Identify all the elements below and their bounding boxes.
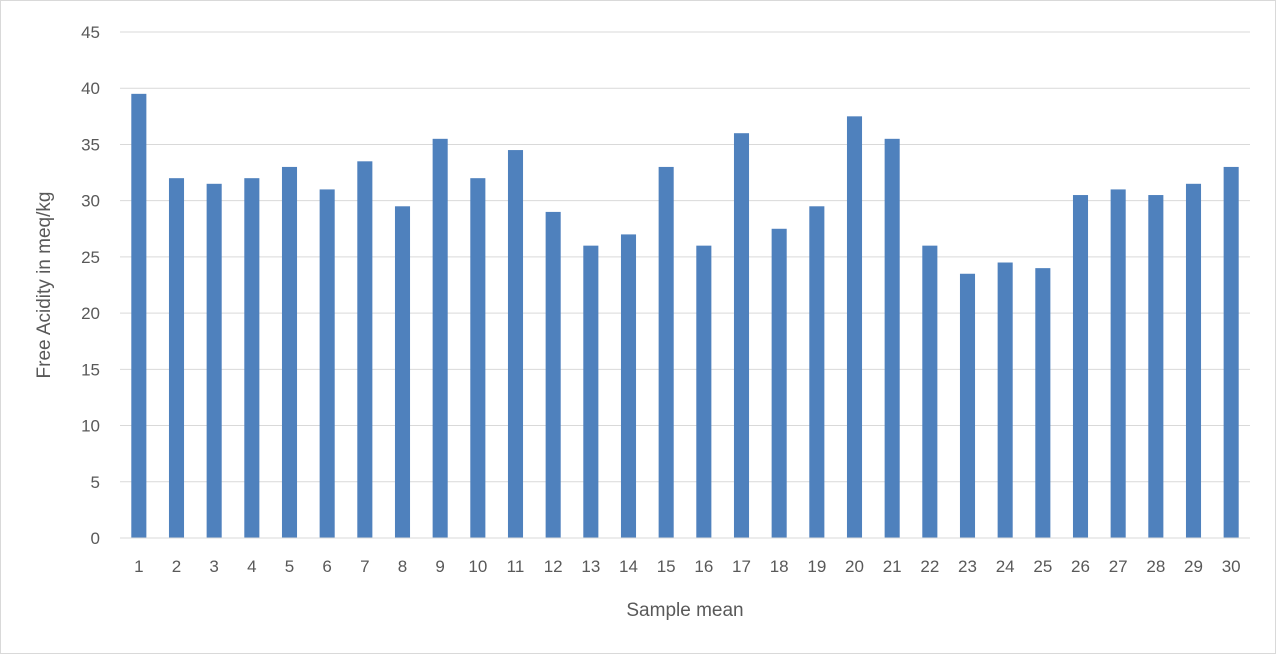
bar-18 (771, 228, 787, 538)
bar-6 (319, 189, 335, 538)
y-tick-label: 40 (81, 79, 100, 98)
bar-22 (922, 245, 938, 538)
y-tick-label: 20 (81, 304, 100, 323)
y-tick-label: 25 (81, 248, 100, 267)
bar-4 (244, 178, 260, 538)
x-tick-label: 5 (285, 557, 294, 576)
bar-11 (507, 150, 524, 539)
y-tick-label: 30 (81, 192, 100, 211)
bar-12 (545, 211, 561, 538)
x-tick-label: 16 (694, 557, 713, 576)
bar-26 (1072, 195, 1089, 539)
bar-17 (733, 133, 750, 538)
y-axis-title: Free Acidity in meq/kg (34, 192, 55, 379)
x-tick-label: 11 (507, 557, 525, 576)
x-tick-label: 6 (322, 557, 331, 576)
bar-15 (658, 166, 674, 538)
x-tick-label: 27 (1109, 557, 1128, 576)
x-tick-label: 30 (1222, 557, 1241, 576)
x-tick-label: 4 (247, 557, 256, 576)
bar-25 (1035, 268, 1051, 538)
bar-23 (959, 273, 976, 538)
bar-9 (432, 138, 448, 539)
x-tick-label: 14 (619, 557, 638, 576)
x-axis-ticks: 1 2 3 4 5 6 7 8 9 10 11 12 13 14 15 16 17 18 19 20 21 22 23 24 2… (134, 557, 1241, 576)
x-tick-label: 2 (172, 557, 181, 576)
x-tick-label: 25 (1033, 557, 1052, 576)
x-tick-label: 17 (732, 557, 751, 576)
bar-5 (281, 166, 298, 538)
x-tick-label: 24 (996, 557, 1015, 576)
y-tick-label: 35 (81, 135, 100, 154)
bar-1 (131, 93, 147, 538)
bar-8 (394, 206, 411, 539)
x-tick-label: 22 (920, 557, 939, 576)
x-tick-label: 12 (544, 557, 563, 576)
bar-7 (357, 161, 373, 539)
bar-19 (809, 206, 825, 539)
bar-14 (620, 234, 637, 538)
x-tick-label: 23 (958, 557, 977, 576)
bar-24 (997, 262, 1013, 538)
x-tick-label: 21 (883, 557, 902, 576)
y-tick-label: 10 (81, 417, 100, 436)
bar-21 (884, 138, 900, 539)
x-axis-title: Sample mean (626, 600, 743, 621)
x-tick-label: 26 (1071, 557, 1090, 576)
x-tick-label: 9 (435, 557, 444, 576)
y-tick-label: 0 (91, 529, 100, 548)
x-tick-label: 8 (398, 557, 407, 576)
y-axis-ticks: 0 5 10 15 20 25 30 35 40 45 (81, 23, 100, 548)
y-tick-label: 15 (81, 360, 100, 379)
bar-13 (583, 245, 599, 538)
bar-10 (470, 178, 486, 538)
x-tick-label: 20 (845, 557, 864, 576)
bars (131, 93, 1239, 539)
x-tick-label: 1 (134, 557, 143, 576)
x-tick-label: 18 (770, 557, 789, 576)
x-tick-label: 13 (581, 557, 600, 576)
y-tick-label: 45 (81, 23, 100, 42)
x-tick-label: 3 (209, 557, 218, 576)
x-tick-label: 7 (360, 557, 369, 576)
x-tick-label: 19 (807, 557, 826, 576)
bar-16 (696, 245, 712, 538)
gridlines (120, 31, 1250, 483)
bar-28 (1148, 195, 1164, 539)
x-tick-label: 15 (657, 557, 676, 576)
x-tick-label: 10 (468, 557, 487, 576)
bar-3 (206, 183, 222, 539)
y-tick-label: 5 (91, 473, 100, 492)
bar-30 (1223, 166, 1239, 538)
bar-20 (846, 116, 863, 538)
bar-27 (1110, 189, 1126, 538)
x-tick-label: 28 (1146, 557, 1165, 576)
x-tick-label: 29 (1184, 557, 1203, 576)
bar-2 (168, 178, 185, 538)
bar-29 (1185, 183, 1202, 539)
